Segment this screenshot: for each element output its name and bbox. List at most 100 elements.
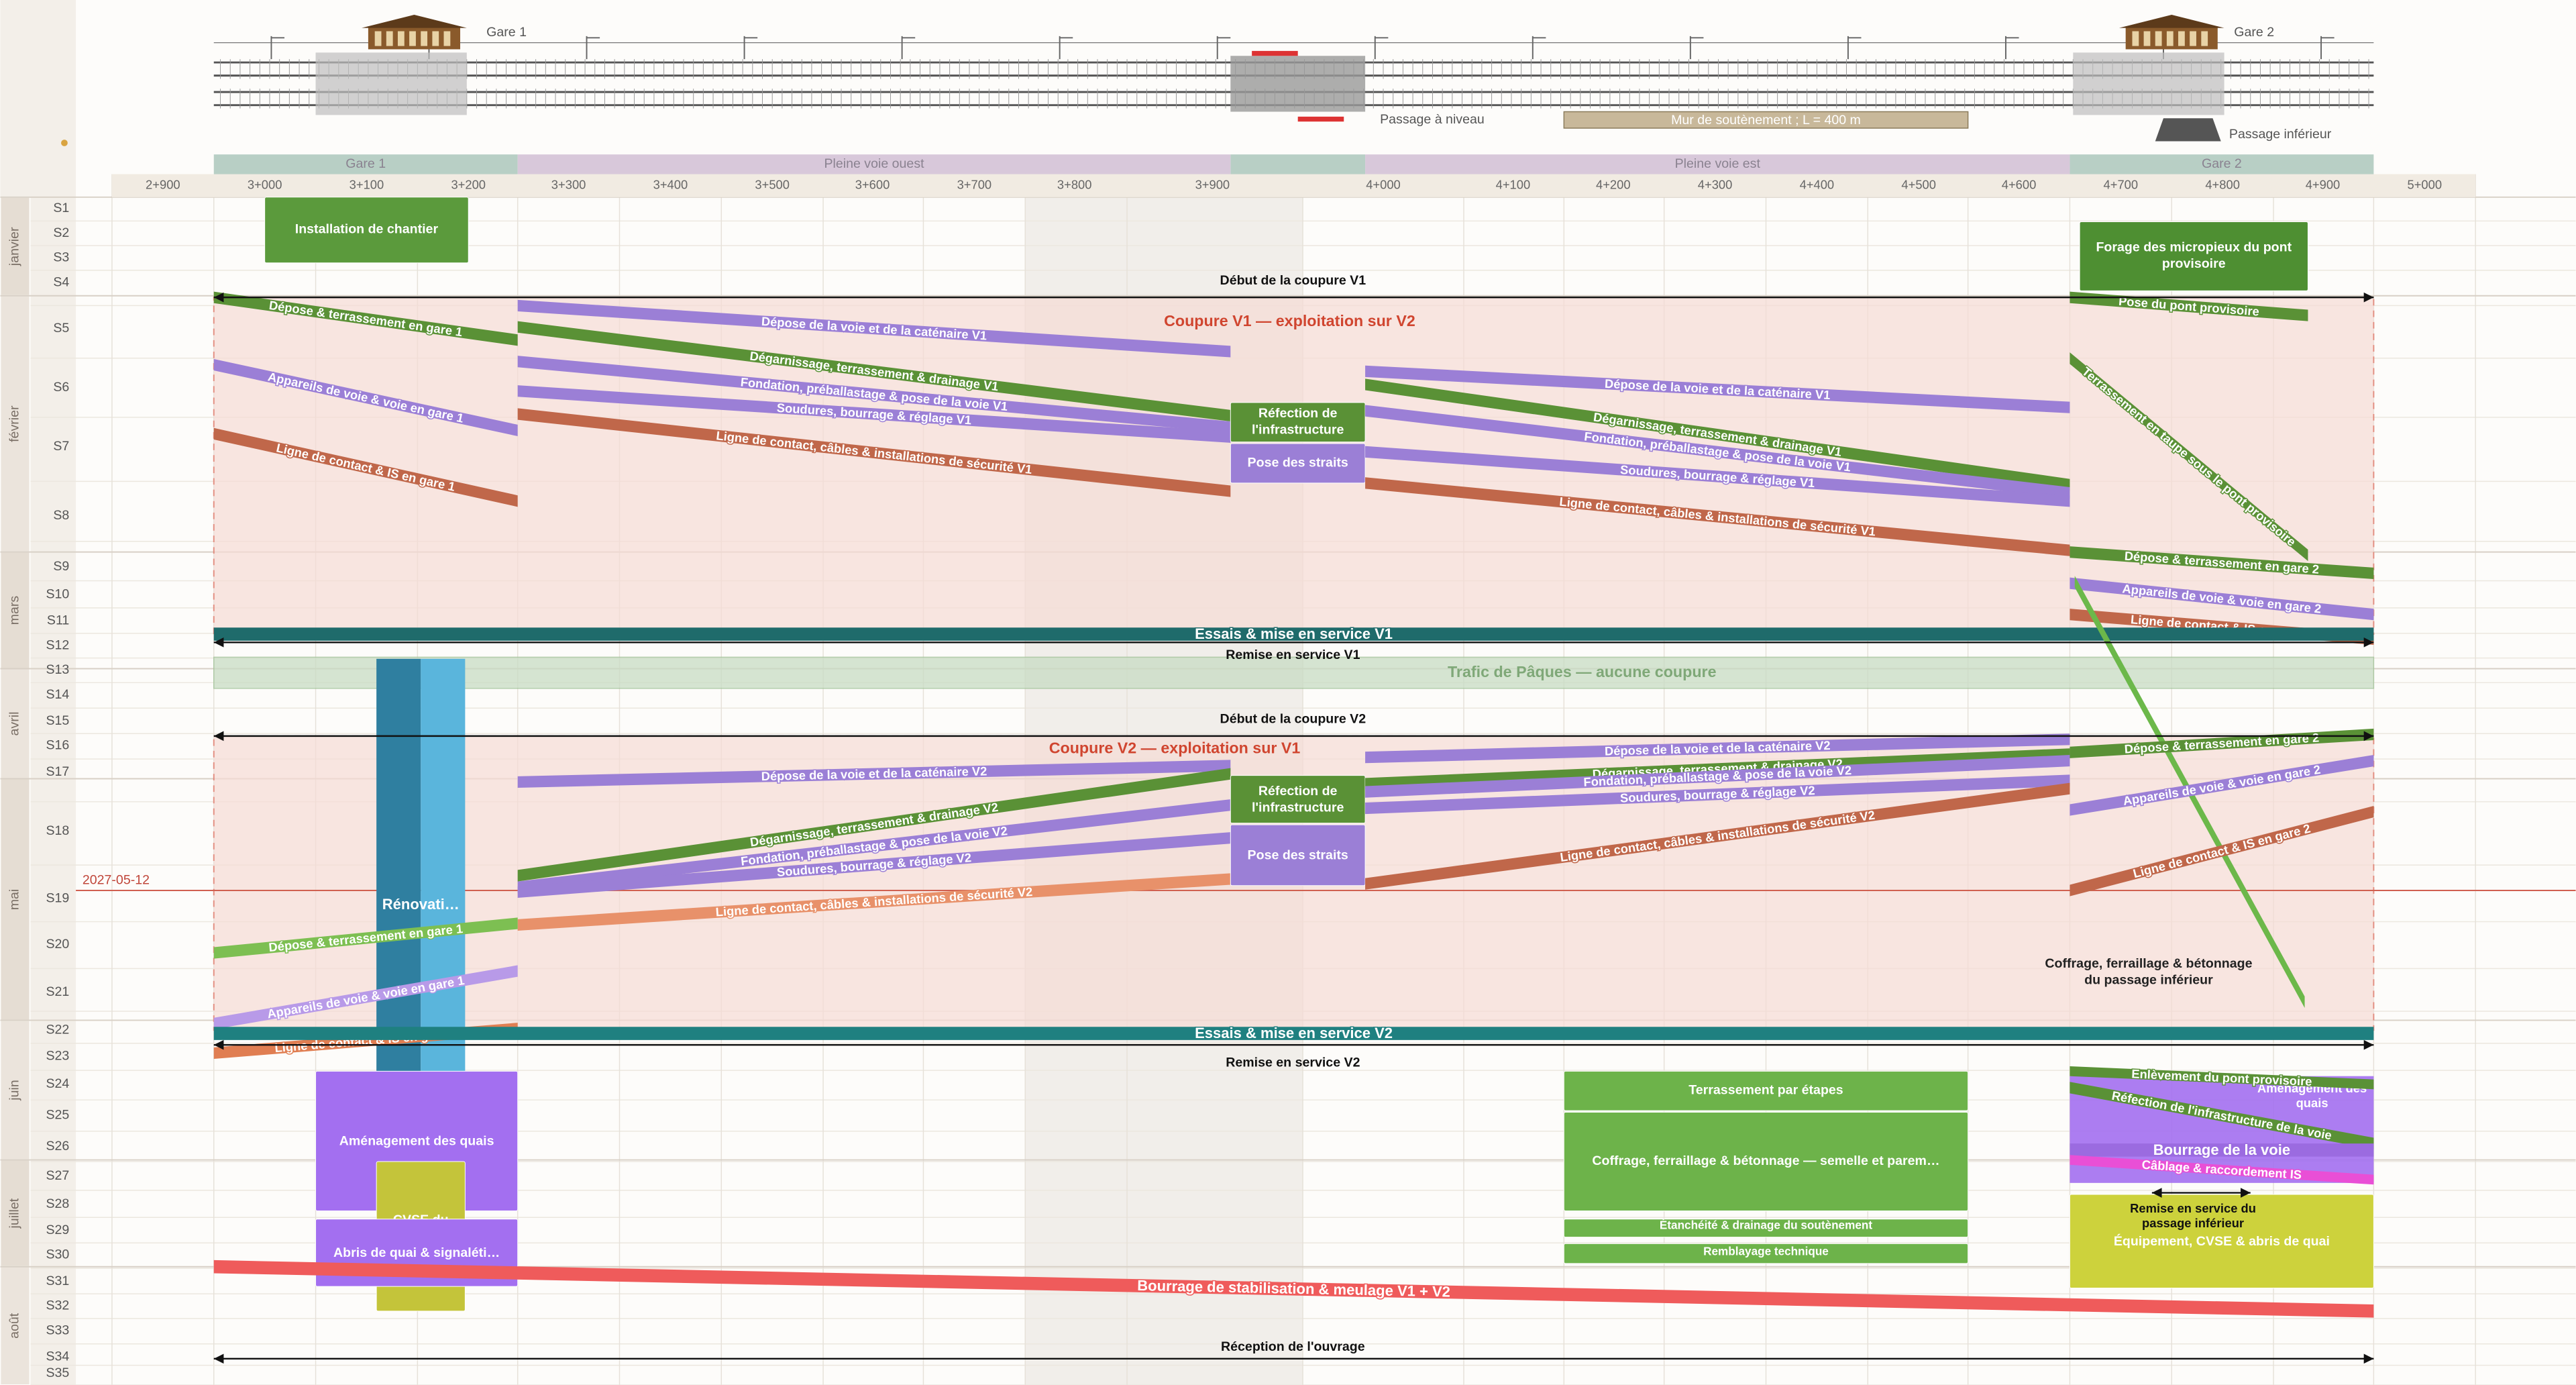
- task-bar: [213, 1027, 2374, 1040]
- today-label: 2027-05-12: [83, 873, 150, 888]
- chainage-label: 4+700: [2104, 178, 2139, 192]
- task-label: Forage des micropieux du pont provisoire: [2096, 240, 2292, 271]
- chainage-label: 3+200: [451, 178, 486, 192]
- chainage-label: 3+800: [1057, 178, 1092, 192]
- week-label: S10: [46, 586, 69, 601]
- week-label: S35: [46, 1366, 69, 1380]
- label-box: Installation de chantier: [295, 222, 438, 237]
- task-bar: [2070, 1155, 2374, 1185]
- task-bar: [1365, 405, 2070, 499]
- window: [432, 31, 439, 46]
- task-bar: [1365, 755, 2070, 798]
- station-label: Gare 1: [486, 25, 527, 40]
- week-label: S3: [53, 250, 69, 265]
- month-band: [0, 295, 31, 553]
- chainage-label: 4+500: [1901, 178, 1936, 192]
- week-label: S2: [53, 225, 69, 240]
- label-box: Abris de quai & signaléti…: [333, 1245, 500, 1260]
- week-label: S20: [46, 937, 69, 952]
- chainage-label: 4+300: [1698, 178, 1733, 192]
- feature-label: Mur de soutènement ; L = 400 m: [1671, 113, 1861, 127]
- arrow-head: [2363, 637, 2374, 648]
- week-label: S19: [46, 890, 69, 905]
- task-box: [1230, 824, 1366, 886]
- task-bar: [213, 965, 518, 1029]
- arrow-head: [213, 1353, 224, 1364]
- week-label: S5: [53, 321, 69, 336]
- chainage-label: 4+100: [1496, 178, 1531, 192]
- task-bar: [1365, 446, 2070, 507]
- month-band: [0, 778, 31, 1021]
- task-bar: [2070, 805, 2374, 896]
- label-box: Coffrage, ferraillage & bétonnage du pas…: [2045, 956, 2252, 988]
- week-label: S4: [53, 274, 69, 289]
- status-dot: [61, 140, 68, 146]
- task-label: Remblayage technique: [1703, 1246, 1829, 1258]
- month-band: [0, 1019, 31, 1161]
- chainage-label: 5+000: [2408, 178, 2443, 192]
- task-box: [264, 197, 469, 264]
- chainage-label: 3+500: [755, 178, 790, 192]
- task-bar: [213, 358, 518, 437]
- milestone-label: Réception de l'ouvrage: [1221, 1339, 1365, 1354]
- zone: [2070, 154, 2374, 174]
- week-label: S17: [46, 764, 69, 779]
- label-box: Aménagement des quais: [339, 1133, 494, 1147]
- easter-window: [213, 656, 2375, 689]
- barrier: [1297, 116, 1344, 122]
- task-box: [2079, 221, 2308, 291]
- window: [2143, 31, 2151, 46]
- task-label: Étanchéité & drainage du soutènement: [1659, 1221, 1873, 1233]
- window-label: Coupure V1 — exploitation sur V2: [1164, 312, 1415, 329]
- milestone-label: Remise en service V1: [1226, 648, 1360, 662]
- month-band: [0, 1159, 31, 1268]
- label-box: Coffrage, ferraillage & bétonnage — seme…: [1592, 1153, 1939, 1168]
- month-label: mars: [7, 596, 22, 625]
- zone-label: Pleine voie est: [1675, 156, 1761, 171]
- task-box: [1230, 443, 1366, 484]
- task-bar: [213, 427, 518, 507]
- task-bar: [2070, 755, 2374, 816]
- feature-label: Passage à niveau: [1380, 112, 1485, 127]
- zone-label: Gare 2: [2202, 156, 2242, 171]
- task-box: [1563, 1219, 1969, 1238]
- window: [2201, 31, 2208, 46]
- label-box: Pose des straits: [1248, 455, 1348, 470]
- week-label: S1: [53, 201, 69, 215]
- week-label: S16: [46, 738, 69, 753]
- barrier: [1252, 50, 1298, 56]
- task-bar: [517, 299, 1231, 358]
- task-bar: [517, 799, 1231, 893]
- label-box: Équipement, CVSE & abris de quai: [2114, 1233, 2330, 1248]
- retaining-wall: [1563, 111, 1969, 129]
- task-bar: [517, 832, 1231, 899]
- zone: [1365, 154, 2070, 174]
- task-bar: [517, 873, 1231, 931]
- week-label: S26: [46, 1139, 69, 1153]
- arrow-head: [213, 1039, 224, 1050]
- arrow-head: [2363, 292, 2374, 303]
- week-label: S32: [46, 1298, 69, 1313]
- chainage-label: 3+700: [957, 178, 992, 192]
- task-label: Essais & mise en service V2: [1195, 1025, 1393, 1041]
- month-label: avril: [7, 712, 22, 736]
- label-box: Réfection de l'infrastructure: [1252, 783, 1344, 815]
- layer: janvier février mars avril mai juin juillet aoû…: [0, 15, 2576, 1385]
- platform: [2073, 52, 2224, 115]
- platform: [315, 52, 467, 115]
- window: [374, 31, 382, 46]
- task-box: [1230, 402, 1366, 443]
- task-label: Pose des straits: [1247, 847, 1348, 862]
- month-label: août: [7, 1313, 22, 1339]
- task-bar: [1365, 774, 2070, 815]
- task-bar: [517, 760, 1231, 788]
- week-label: S15: [46, 713, 69, 728]
- task-bar: [1365, 477, 2070, 556]
- task-bar: [1365, 365, 2070, 413]
- month-band: [0, 551, 31, 670]
- zone-label: Pleine voie ouest: [824, 156, 924, 171]
- week-label: S9: [53, 559, 69, 574]
- chainage-label: 3+000: [248, 178, 282, 192]
- week-label: S33: [46, 1323, 69, 1337]
- task-bar: [1365, 733, 2070, 764]
